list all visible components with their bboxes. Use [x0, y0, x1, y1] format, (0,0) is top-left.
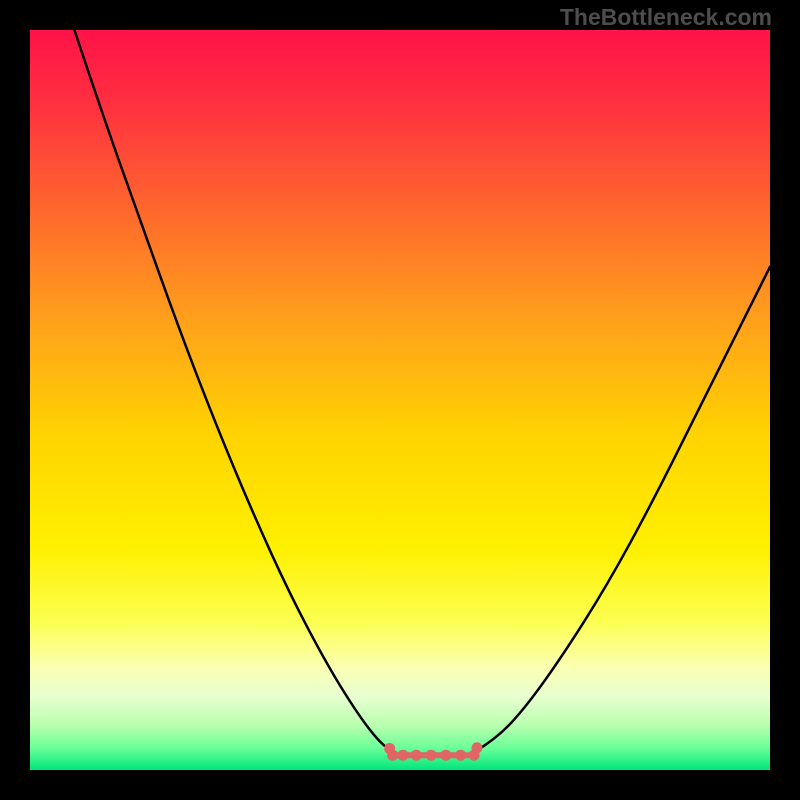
valley-end-dot [471, 742, 482, 753]
plot-area [30, 30, 770, 770]
valley-dot [440, 750, 451, 761]
valley-dot [411, 750, 422, 761]
chart-svg [0, 0, 800, 800]
valley-dot [397, 750, 408, 761]
valley-dot [426, 750, 437, 761]
valley-dot [455, 750, 466, 761]
valley-end-dot [384, 743, 395, 754]
watermark-text: TheBottleneck.com [560, 4, 772, 31]
gradient-background [30, 30, 770, 770]
chart-stage: TheBottleneck.com [0, 0, 800, 800]
